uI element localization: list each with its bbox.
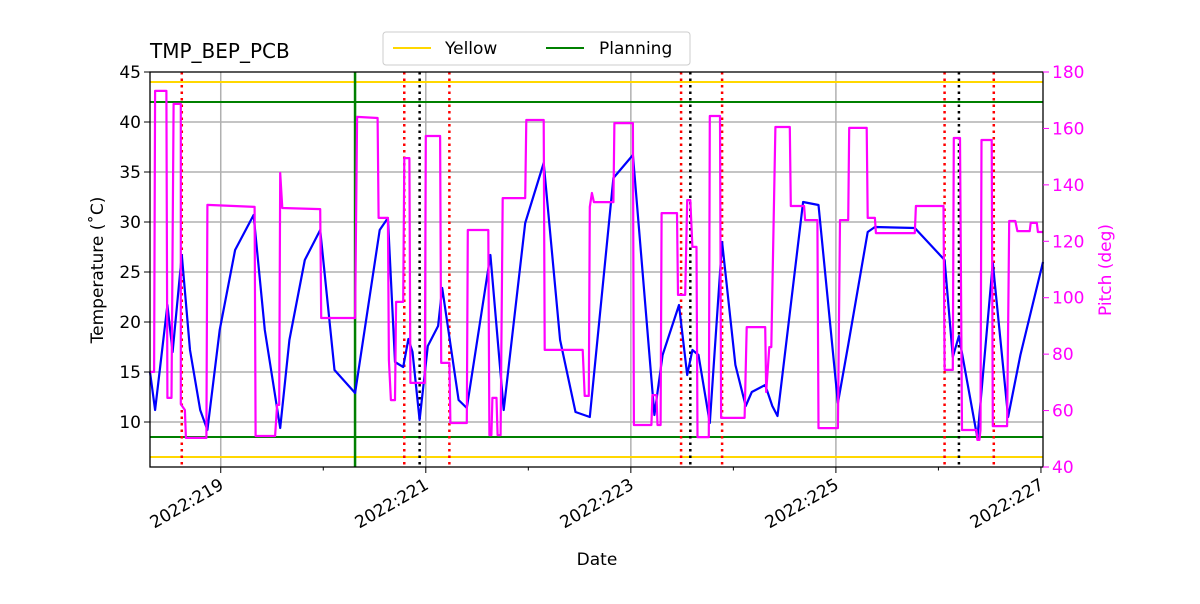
y2-tick-label: 140 <box>1052 176 1084 196</box>
y-tick-label: 35 <box>119 163 141 183</box>
x-tick-label: 2022:223 <box>557 475 638 533</box>
x-tick-label: 2022:227 <box>967 475 1048 533</box>
chart-title: TMP_BEP_PCB <box>149 39 290 63</box>
x-tick-label: 2022:221 <box>352 475 433 533</box>
y-tick-label: 45 <box>119 63 141 83</box>
legend-label-yellow: Yellow <box>444 39 497 59</box>
temperature-series-line <box>148 153 1045 440</box>
y-tick-label: 25 <box>119 263 141 283</box>
legend-box <box>382 31 691 66</box>
y2-tick-label: 60 <box>1052 402 1074 422</box>
x-tick-label: 2022:219 <box>147 475 228 533</box>
y-tick-label: 40 <box>119 113 141 133</box>
y-tick-label: 20 <box>119 313 141 333</box>
x-tick-label: 2022:225 <box>762 475 843 533</box>
series <box>148 89 1045 441</box>
y2-tick-label: 160 <box>1052 119 1084 139</box>
grid <box>150 72 1043 467</box>
pitch-series-line <box>150 89 1043 441</box>
y2-tick-label: 80 <box>1052 345 1074 365</box>
legend-label-planning: Planning <box>599 39 672 59</box>
y-axis-label: Temperature (˚C) <box>87 197 108 345</box>
y-tick-label: 15 <box>119 363 141 383</box>
y2-axis-label: Pitch (deg) <box>1096 224 1116 316</box>
y2-tick-label: 100 <box>1052 289 1084 309</box>
y2-tick-label: 180 <box>1052 63 1084 83</box>
y2-tick-label: 120 <box>1052 232 1084 252</box>
y2-tick-label: 40 <box>1052 458 1074 478</box>
y-tick-label: 30 <box>119 213 141 233</box>
y-tick-label: 10 <box>119 413 141 433</box>
x-axis-label: Date <box>577 550 618 570</box>
legend: Yellow Planning <box>382 31 691 66</box>
limit-lines <box>150 81 1043 458</box>
plot-frame <box>149 71 1044 468</box>
